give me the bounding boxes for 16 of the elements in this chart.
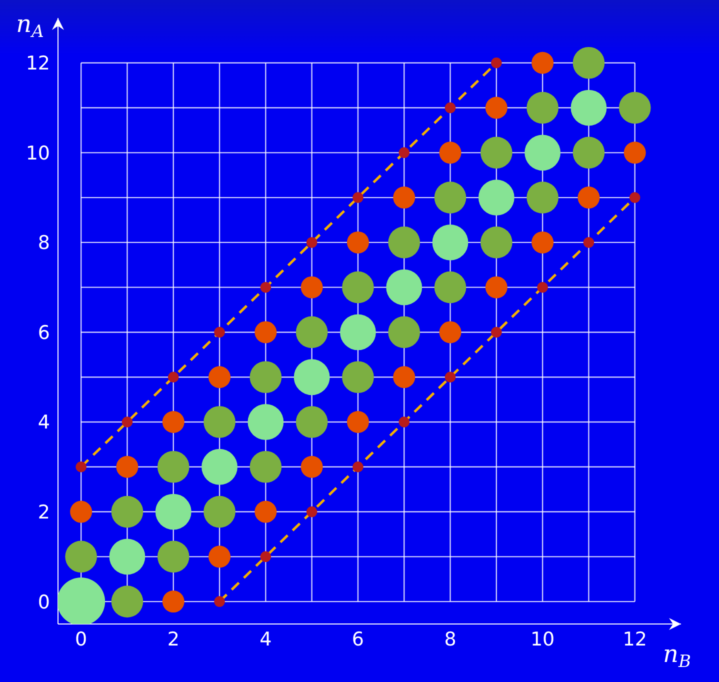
y-axis-title: n$_{A}$: [16, 10, 44, 42]
y-tick-label: 4: [38, 412, 50, 434]
x-tick-label: 4: [260, 628, 272, 650]
x-axis-title: n$_{B}$: [663, 640, 691, 672]
x-tick-label: 10: [530, 628, 555, 650]
y-tick-label: 0: [38, 591, 50, 614]
x-tick-label: 12: [622, 628, 647, 650]
y-tick-label: 12: [26, 52, 50, 75]
y-tick-label: 6: [38, 322, 50, 344]
x-tick-label: 0: [75, 628, 88, 650]
x-tick-label: 6: [352, 628, 364, 650]
x-tick-label: 8: [444, 628, 456, 650]
y-tick-label: 8: [38, 232, 50, 254]
x-tick-label: 2: [167, 628, 180, 650]
y-tick-label: 2: [38, 502, 50, 524]
y-tick-label: 10: [26, 142, 50, 164]
